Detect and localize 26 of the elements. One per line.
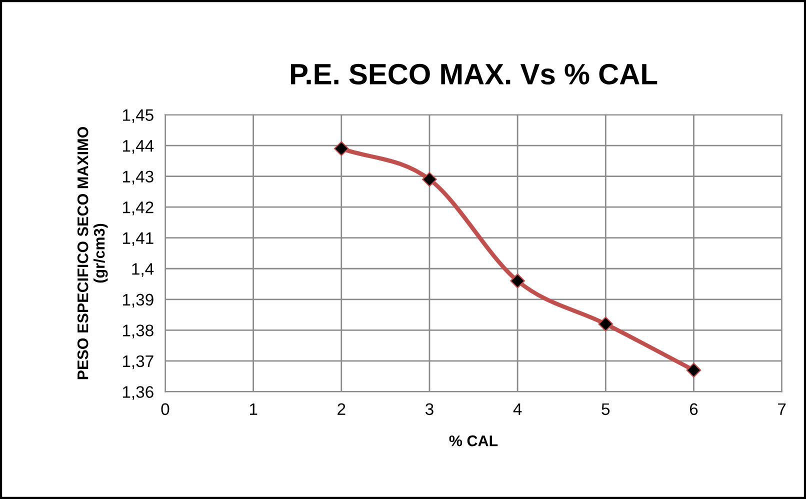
point (510, 274, 525, 288)
chart-title: P.E. SECO MAX. Vs % CAL (290, 64, 658, 84)
y-tick-label: 1,4 (132, 263, 154, 277)
point (422, 172, 437, 187)
x-tick-label: 1 (250, 403, 258, 415)
y-tick-label: 1,42 (122, 201, 154, 216)
x-tick-label: 6 (690, 403, 698, 416)
x-tick-label: 0 (161, 403, 170, 416)
y-tick-label: 1,37 (122, 355, 154, 370)
y-tick-label: 1,41 (122, 232, 154, 246)
y-tick-label: 1,39 (122, 294, 154, 308)
x-tick-label: 4 (513, 403, 522, 415)
x-tick-label: 7 (778, 403, 786, 415)
y-axis-title: PESO ESPECIFICO SECO MAXIMO (gr/cm3) (77, 126, 108, 380)
x-tick-label: 3 (425, 403, 434, 416)
y-tick-label: 1,45 (122, 109, 154, 123)
point (334, 141, 349, 156)
x-tick-label: 5 (602, 403, 610, 416)
point (598, 316, 614, 332)
x-axis-title: % CAL (449, 435, 498, 446)
x-tick-label: 2 (338, 403, 346, 415)
y-tick-label: 1,38 (122, 324, 154, 338)
y-tick-label: 1,44 (122, 140, 154, 154)
y-tick-label: 1,43 (122, 170, 154, 184)
point (686, 362, 702, 378)
y-tick-label: 1,36 (122, 386, 154, 400)
